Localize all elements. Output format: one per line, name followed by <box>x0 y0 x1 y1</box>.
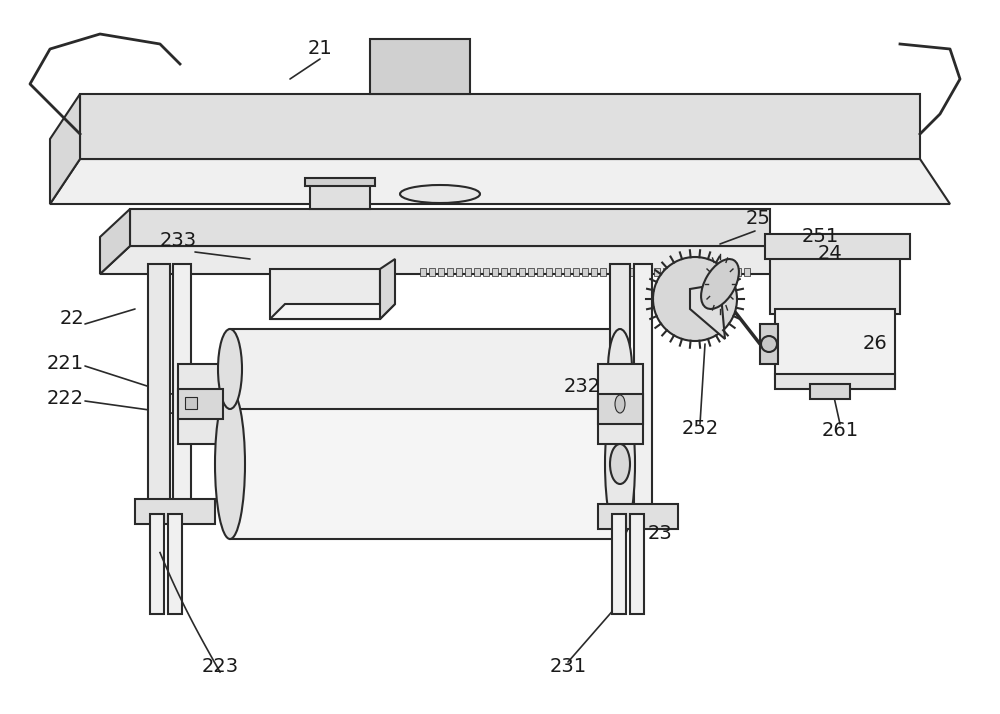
Bar <box>178 389 223 419</box>
Bar <box>148 264 170 514</box>
Text: 261: 261 <box>821 421 859 440</box>
Bar <box>610 264 630 514</box>
Polygon shape <box>270 269 380 319</box>
Bar <box>636 268 642 276</box>
Bar <box>672 268 678 276</box>
Text: 21: 21 <box>308 39 332 58</box>
Ellipse shape <box>218 329 242 409</box>
Bar <box>310 184 370 209</box>
Bar <box>600 268 606 276</box>
Bar <box>370 39 470 94</box>
Bar <box>744 268 750 276</box>
Ellipse shape <box>605 389 635 539</box>
Bar <box>717 268 723 276</box>
Bar <box>510 268 516 276</box>
Bar <box>185 397 197 409</box>
Bar <box>456 268 462 276</box>
Bar <box>528 268 534 276</box>
Bar <box>168 514 182 614</box>
Bar <box>765 234 910 259</box>
Bar <box>690 268 696 276</box>
Bar <box>573 268 579 276</box>
Text: 221: 221 <box>46 354 84 373</box>
Bar <box>447 268 453 276</box>
Bar <box>474 268 480 276</box>
Bar <box>135 499 215 524</box>
Ellipse shape <box>610 444 630 484</box>
Bar <box>230 389 620 539</box>
Bar <box>699 268 705 276</box>
Polygon shape <box>50 94 80 204</box>
Bar <box>630 514 644 614</box>
Ellipse shape <box>215 389 245 539</box>
Bar <box>810 384 850 399</box>
Bar <box>634 264 652 514</box>
Bar <box>645 268 651 276</box>
Bar <box>760 324 778 364</box>
Ellipse shape <box>701 259 739 309</box>
Bar <box>598 394 643 424</box>
Bar <box>726 268 732 276</box>
Bar <box>230 329 620 409</box>
Polygon shape <box>380 259 395 319</box>
Bar <box>663 268 669 276</box>
Polygon shape <box>270 304 395 319</box>
Ellipse shape <box>615 395 625 413</box>
Bar <box>735 268 741 276</box>
Bar <box>150 514 164 614</box>
Polygon shape <box>100 209 130 274</box>
Polygon shape <box>100 246 800 274</box>
Bar <box>519 268 525 276</box>
Text: 223: 223 <box>201 657 239 676</box>
Bar <box>420 268 426 276</box>
Bar <box>501 268 507 276</box>
Bar <box>627 268 633 276</box>
Bar <box>438 268 444 276</box>
Circle shape <box>653 257 737 341</box>
Bar <box>564 268 570 276</box>
Text: 25: 25 <box>746 209 770 228</box>
Bar <box>618 268 624 276</box>
Bar <box>465 268 471 276</box>
Bar <box>775 374 895 389</box>
Text: 251: 251 <box>801 227 839 246</box>
Bar <box>546 268 552 276</box>
Bar <box>681 268 687 276</box>
Text: 252: 252 <box>681 419 719 438</box>
Text: 24: 24 <box>818 244 842 263</box>
Bar <box>178 364 223 444</box>
Polygon shape <box>50 159 950 204</box>
Text: 26: 26 <box>863 334 887 353</box>
Text: 233: 233 <box>159 231 197 250</box>
Bar <box>582 268 588 276</box>
Text: 22: 22 <box>60 309 84 328</box>
Ellipse shape <box>608 329 632 409</box>
Bar <box>173 264 191 514</box>
Bar <box>591 268 597 276</box>
Bar <box>483 268 489 276</box>
Bar <box>609 268 615 276</box>
Bar <box>612 514 626 614</box>
Text: 222: 222 <box>46 389 84 408</box>
Polygon shape <box>690 284 725 339</box>
Text: 232: 232 <box>563 377 601 396</box>
Bar <box>555 268 561 276</box>
Text: 231: 231 <box>549 657 587 676</box>
Text: 23: 23 <box>648 524 672 543</box>
Polygon shape <box>80 94 920 159</box>
Bar <box>598 504 678 529</box>
Bar <box>708 268 714 276</box>
Polygon shape <box>130 209 770 246</box>
Bar <box>492 268 498 276</box>
Circle shape <box>761 336 777 352</box>
Bar <box>654 268 660 276</box>
Bar <box>537 268 543 276</box>
Bar <box>775 309 895 379</box>
Ellipse shape <box>400 185 480 203</box>
Bar <box>305 178 375 186</box>
Bar <box>770 244 900 314</box>
Bar <box>429 268 435 276</box>
Bar <box>598 364 643 444</box>
